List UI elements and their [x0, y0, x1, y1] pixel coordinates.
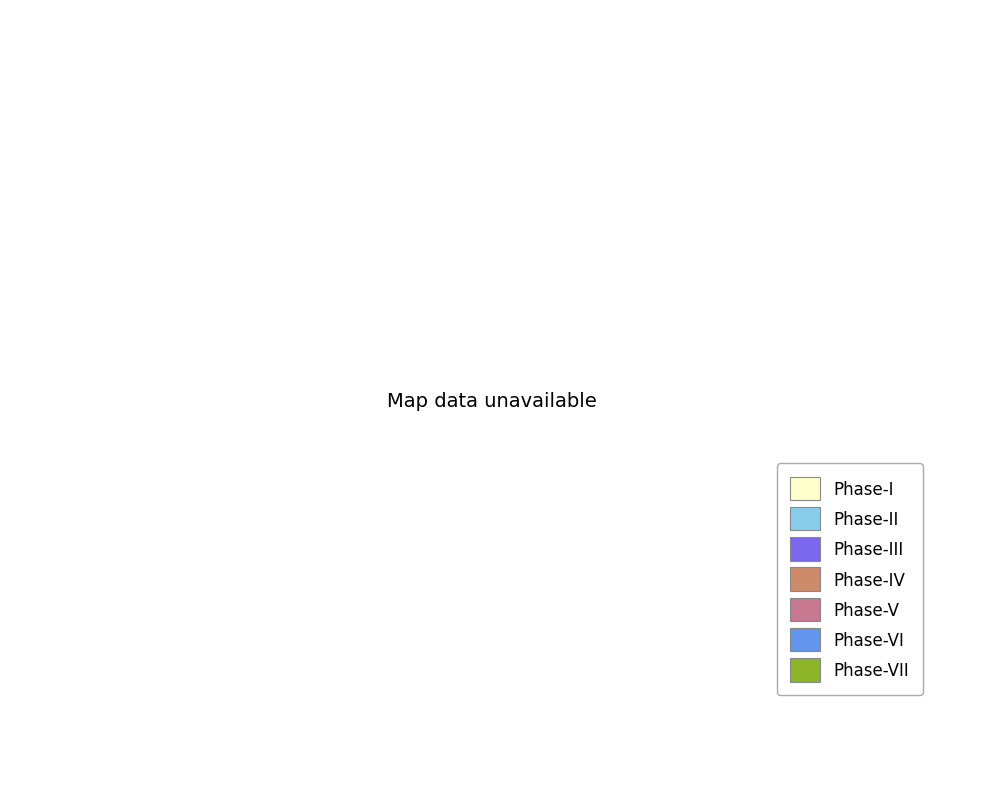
Text: Map data unavailable: Map data unavailable — [387, 392, 597, 411]
Legend: Phase-I, Phase-II, Phase-III, Phase-IV, Phase-V, Phase-VI, Phase-VII: Phase-I, Phase-II, Phase-III, Phase-IV, … — [777, 463, 923, 695]
